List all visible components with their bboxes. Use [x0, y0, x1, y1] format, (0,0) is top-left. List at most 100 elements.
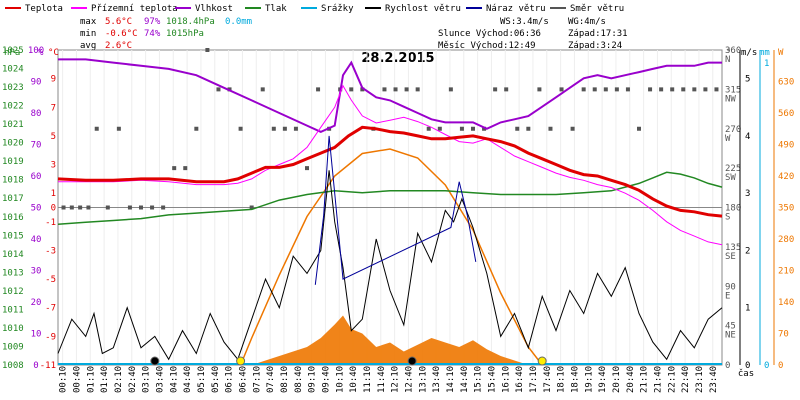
hpa-tick-label: 1013: [2, 268, 24, 278]
x-axis-label: čas: [738, 368, 754, 379]
wind-direction-point: [493, 87, 498, 92]
w-tick-label: 140: [778, 298, 794, 308]
wind-direction-point: [681, 87, 686, 92]
celsius-tick-label: 0: [51, 204, 56, 214]
x-tick-label: 19:10: [584, 366, 594, 393]
x-tick-label: 01:40: [100, 366, 110, 393]
wind-direction-point: [592, 87, 597, 92]
pressure-line: [57, 171, 723, 225]
wind-direction-point: [205, 48, 210, 52]
deg-tick-label: 360: [725, 46, 741, 56]
hpa-tick-label: 1008: [2, 361, 24, 371]
hpa-tick-label: 1021: [2, 120, 24, 130]
x-tick-label: 00:40: [72, 366, 82, 393]
stat-min-hum: 74%: [144, 29, 161, 39]
ground-temp-line: [58, 84, 723, 246]
wind-direction-point: [94, 126, 99, 131]
w-tick-label: 490: [778, 141, 794, 151]
axes: 00:10 00:40 01:10 01:40 02:10 02:40 03:10 03:40…: [2, 46, 794, 393]
x-tick-label: 13:10: [418, 366, 428, 393]
x-tick-label: 09:10: [308, 366, 318, 393]
info-moon: Měsíc Východ:12:49: [438, 41, 536, 51]
wind-direction-point: [537, 87, 542, 92]
dir-tick-label: S: [725, 213, 730, 223]
hpa-tick-label: 1020: [2, 139, 24, 149]
wind-direction-point: [471, 126, 475, 131]
stat-avg-label: avg: [80, 41, 96, 51]
moon-marker: [407, 356, 417, 366]
hpa-tick-label: 1022: [2, 102, 24, 112]
ms-axis-label: m/s: [741, 48, 757, 58]
wind-direction-point: [61, 205, 66, 210]
theoretical-radiation-line: [239, 148, 543, 366]
wind-direction-point: [260, 87, 265, 92]
percent-tick-label: 20: [31, 298, 42, 308]
stat-max-label: max: [80, 17, 97, 27]
sun-marker: [236, 356, 246, 366]
hpa-tick-label: 1019: [2, 157, 24, 167]
info-wg: WG:4m/s: [568, 17, 606, 27]
ms-tick-label: 4: [745, 132, 750, 142]
celsius-tick-label: -3: [45, 246, 56, 256]
x-tick-label: 15:10: [474, 366, 484, 393]
percent-tick-label: 40: [31, 235, 42, 245]
stat-min-temp: -0.6°C: [105, 29, 138, 39]
hpa-tick-label: 1023: [2, 83, 24, 93]
legend-label-3: Tlak: [265, 4, 287, 14]
temperature-line: [57, 125, 723, 218]
wind-direction-point: [271, 126, 276, 131]
hpa-tick-label: 1016: [2, 213, 24, 223]
legend-label-7: Směr větru: [570, 4, 624, 14]
wind-direction-point: [614, 87, 619, 92]
wind-direction-point: [603, 87, 608, 92]
celsius-tick-label: -11: [40, 361, 56, 371]
wind-direction-point: [127, 205, 132, 210]
wind-direction-point: [150, 205, 155, 210]
wind-direction-point: [172, 166, 177, 171]
x-tick-label: 11:10: [363, 366, 373, 393]
wind-direction-point: [625, 87, 630, 92]
celsius-tick-label: 9: [51, 75, 56, 85]
celsius-tick-label: 5: [51, 132, 56, 142]
wind-direction-point: [570, 126, 575, 131]
dir-tick-label: E: [725, 291, 730, 301]
wind-direction-point: [448, 87, 453, 92]
wind-direction-point: [238, 126, 243, 131]
x-tick-label: 16:10: [501, 366, 511, 393]
info-sunset: Západ:17:31: [568, 29, 628, 39]
legend-label-1: Přízemní teplota: [91, 4, 178, 14]
x-tick-label: 14:40: [460, 366, 470, 393]
x-tick-label: 17:40: [543, 366, 553, 393]
wind-direction-point: [139, 205, 143, 210]
mm-axis-label: mm: [759, 48, 770, 58]
hpa-tick-label: 1011: [2, 305, 24, 315]
percent-tick-label: 30: [31, 267, 42, 277]
ms-tick-label: 0: [745, 361, 750, 371]
wind-direction-point: [116, 126, 121, 131]
ms-tick-label: 3: [745, 189, 750, 199]
x-tick-label: 04:10: [169, 366, 179, 393]
w-tick-label: 280: [778, 235, 794, 245]
hpa-tick-label: 1025: [2, 46, 24, 56]
legend-label-0: Teplota: [25, 4, 63, 14]
wind-direction-point: [404, 87, 409, 92]
hpa-tick-label: 1012: [2, 287, 24, 297]
celsius-tick-label: 3: [51, 161, 56, 171]
w-axis-label: W: [778, 48, 784, 58]
sun-marker: [537, 356, 547, 366]
deg-tick-label: 90: [725, 282, 736, 292]
celsius-tick-label: -9: [45, 332, 56, 342]
dir-tick-label: SE: [725, 252, 736, 262]
wind-direction-point: [437, 126, 442, 131]
wind-direction-point: [559, 87, 564, 92]
info-sun: Slunce Východ:06:36: [438, 29, 541, 39]
ms-tick-label: 2: [745, 246, 750, 256]
wind-direction-point: [426, 126, 431, 131]
deg-tick-label: 180: [725, 204, 741, 214]
x-tick-label: 18:40: [570, 366, 580, 393]
x-tick-label: 08:40: [294, 366, 304, 393]
legend-label-6: Náraz větru: [486, 4, 546, 14]
legend-label-4: Srážky: [321, 4, 354, 14]
stat-max-press: 1018.4hPa: [166, 17, 215, 27]
